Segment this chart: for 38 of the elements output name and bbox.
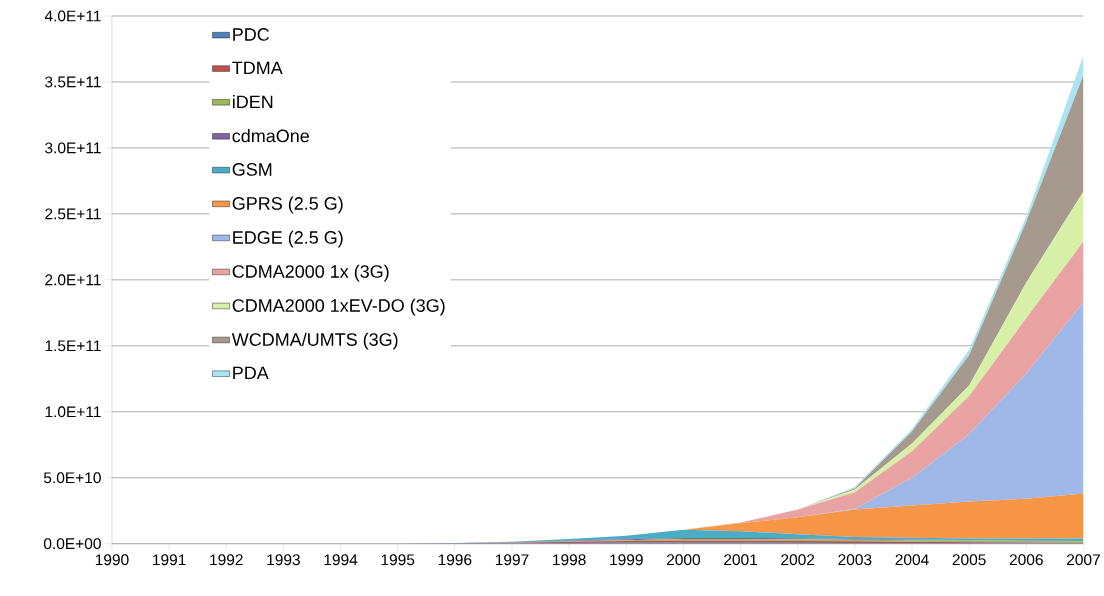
y-tick-label: 5.0E+10 — [43, 472, 101, 484]
x-tick-label: 2006 — [1009, 554, 1043, 566]
x-tick-label: 2007 — [1066, 554, 1100, 566]
y-tick-label: 3.5E+11 — [45, 76, 101, 88]
x-tick-label: 1992 — [210, 554, 243, 566]
legend-label: cdmaOne — [232, 129, 309, 143]
y-tick-label: 0.0E+00 — [43, 538, 101, 550]
legend-label: iDEN — [232, 95, 273, 109]
legend-label: TDMA — [232, 61, 283, 75]
y-tick-label: 2.5E+11 — [45, 208, 101, 220]
x-tick-label: 2001 — [724, 554, 758, 566]
x-tick-label: 2000 — [666, 554, 701, 566]
y-tick-label: 4.0E+11 — [44, 10, 101, 22]
x-tick-label: 2003 — [838, 554, 872, 566]
x-tick-label: 1996 — [438, 554, 472, 566]
x-tick-label: 2004 — [895, 554, 929, 566]
x-tick-label: 2005 — [952, 554, 986, 566]
legend-label: CDMA2000 1xEV-DO (3G) — [232, 298, 445, 316]
legend-label: WCDMA/UMTS (3G) — [231, 332, 398, 350]
legend-label: GSM — [232, 163, 272, 176]
legend-label: PDC — [233, 28, 270, 41]
x-tick-label: 1999 — [610, 554, 643, 566]
x-tick-label: 1998 — [553, 554, 586, 566]
legend-label: GPRS (2.5 G) — [232, 196, 343, 214]
legend-label: PDA — [233, 366, 269, 380]
y-tick-label: 1.0E+11 — [45, 406, 101, 418]
y-tick-label: 1.5E+11 — [45, 340, 101, 352]
legend-label: EDGE (2.5 G) — [233, 230, 343, 248]
y-tick-label: 2.0E+11 — [45, 274, 101, 286]
x-tick-label: 1995 — [381, 554, 415, 566]
legend-label: CDMA2000 1x (3G) — [232, 264, 389, 282]
x-tick-label: 1997 — [495, 554, 529, 566]
y-tick-label: 3.0E+11 — [45, 142, 101, 154]
x-tick-label: 1993 — [267, 554, 300, 566]
x-tick-label: 1990 — [95, 554, 129, 566]
x-tick-label: 2002 — [781, 554, 815, 566]
x-tick-label: 1994 — [324, 554, 358, 566]
x-tick-label: 1991 — [153, 554, 186, 566]
